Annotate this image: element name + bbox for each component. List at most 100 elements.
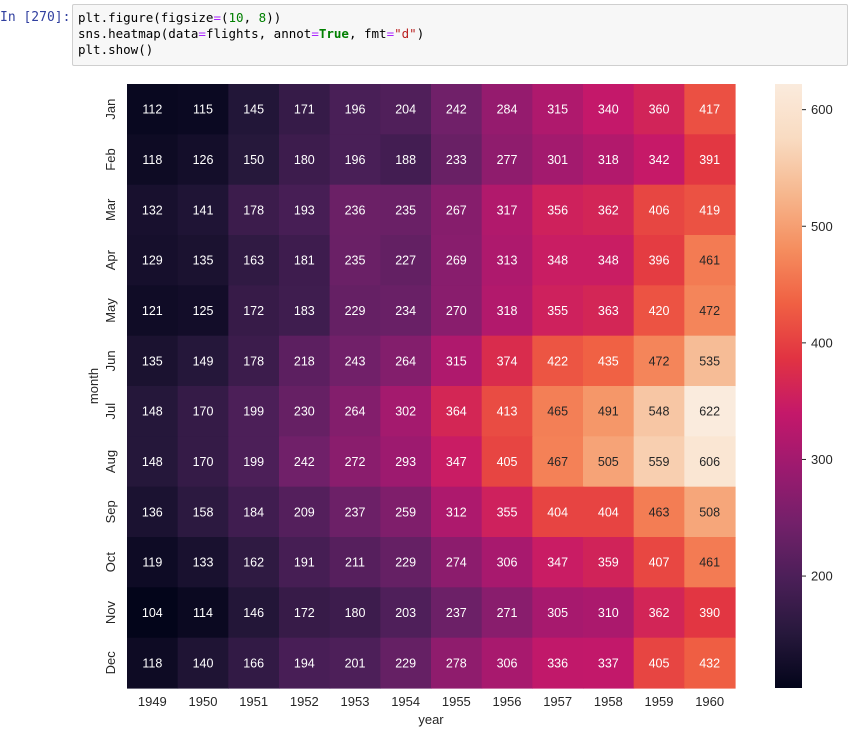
x-tick-label: 1956 — [493, 694, 522, 709]
cell-annotation: 270 — [446, 304, 467, 318]
heatmap-cell — [380, 486, 432, 538]
cell-annotation: 236 — [345, 203, 366, 217]
cell-annotation: 340 — [598, 103, 619, 117]
heatmap-cell — [532, 587, 584, 639]
cell-annotation: 364 — [446, 405, 467, 419]
heatmap-cell — [633, 436, 685, 488]
x-tick-label: 1950 — [189, 694, 218, 709]
cell-annotation: 264 — [345, 405, 366, 419]
code-line: sns.heatmap(data=flights, annot=True, fm… — [78, 26, 842, 42]
heatmap-cell — [380, 436, 432, 488]
heatmap-cell — [279, 134, 331, 186]
cell-annotation: 203 — [395, 606, 416, 620]
heatmap-cell — [481, 436, 533, 488]
heatmap-cell — [431, 486, 483, 538]
y-tick-label: Jul — [103, 403, 118, 420]
code-token: True — [318, 26, 349, 41]
cell-annotation: 237 — [446, 606, 467, 620]
colorbar-tick-label: 400 — [811, 335, 833, 350]
colorbar-tick-label: 600 — [811, 102, 833, 117]
heatmap-cell — [127, 637, 179, 689]
heatmap-cell — [532, 184, 584, 236]
heatmap-cell — [481, 486, 533, 538]
heatmap-cell — [127, 84, 179, 135]
code-token: , — [243, 10, 259, 25]
cell-annotation: 347 — [547, 556, 568, 570]
cell-annotation: 235 — [395, 203, 416, 217]
cell-annotation: 172 — [243, 304, 264, 318]
cell-annotation: 559 — [649, 455, 670, 469]
cell-annotation: 242 — [446, 103, 467, 117]
x-tick-label: 1954 — [391, 694, 420, 709]
heatmap-cell — [431, 537, 483, 588]
y-tick-label: Aug — [103, 450, 118, 473]
cell-annotation: 284 — [497, 103, 518, 117]
heatmap-cell — [329, 436, 381, 488]
heatmap-cell — [431, 335, 483, 387]
cell-annotation: 271 — [497, 606, 518, 620]
cell-annotation: 145 — [243, 103, 264, 117]
y-tick-label: Jun — [103, 350, 118, 371]
cell-annotation: 191 — [294, 556, 315, 570]
cell-annotation: 135 — [193, 254, 214, 268]
heatmap-cell — [177, 637, 229, 689]
heatmap-cell — [380, 84, 432, 135]
cell-annotation: 267 — [446, 203, 467, 217]
cell-annotation: 413 — [497, 405, 518, 419]
cell-annotation: 118 — [142, 656, 162, 670]
cell-annotation: 404 — [598, 505, 619, 519]
cell-annotation: 355 — [497, 505, 518, 519]
cell-annotation: 420 — [649, 304, 670, 318]
code-token: plt.show() — [78, 42, 154, 57]
heatmap-cell — [127, 184, 179, 236]
heatmap-cell — [633, 386, 685, 437]
heatmap-cell — [633, 537, 685, 588]
y-tick-label: Sep — [103, 500, 118, 523]
heatmap-cell — [177, 436, 229, 488]
cell-annotation: 148 — [142, 455, 163, 469]
heatmap-cell — [329, 637, 381, 689]
cell-annotation: 133 — [193, 556, 214, 570]
x-tick-label: 1949 — [138, 694, 167, 709]
heatmap-cell — [177, 537, 229, 588]
heatmap-cell — [177, 285, 229, 337]
cell-annotation: 432 — [699, 656, 720, 670]
cell-annotation: 535 — [699, 354, 720, 368]
cell-annotation: 242 — [294, 455, 315, 469]
heatmap-cell — [380, 637, 432, 689]
cell-annotation: 406 — [649, 203, 670, 217]
heatmap-cell — [532, 386, 584, 437]
cell-annotation: 461 — [699, 254, 720, 268]
heatmap-cell — [228, 436, 280, 488]
cell-annotation: 391 — [699, 153, 720, 167]
cell-annotation: 312 — [446, 505, 467, 519]
cell-annotation: 234 — [395, 304, 416, 318]
heatmap-cell — [633, 184, 685, 236]
heatmap-cell — [329, 84, 381, 135]
cell-annotation: 347 — [446, 455, 467, 469]
code-token: = — [213, 10, 221, 25]
heatmap-cell — [583, 285, 635, 337]
cell-annotation: 278 — [446, 656, 467, 670]
heatmap-cell — [532, 285, 584, 337]
cell-annotation: 269 — [446, 254, 467, 268]
cell-annotation: 405 — [497, 455, 518, 469]
heatmap-cell — [228, 235, 280, 286]
colorbar-ticks: 200 300 400 500 600 — [802, 102, 833, 584]
cell-annotation: 259 — [395, 505, 416, 519]
heatmap-cell — [583, 386, 635, 437]
cell-annotation: 121 — [142, 304, 163, 318]
heatmap-cell — [127, 285, 179, 337]
code-input-cell[interactable]: plt.figure(figsize=(10, 8)) sns.heatmap(d… — [72, 4, 848, 66]
code-token: flights, annot — [205, 26, 312, 41]
cell-annotation: 422 — [547, 354, 568, 368]
heatmap-cell — [329, 285, 381, 337]
cell-annotation: 115 — [193, 103, 213, 117]
heatmap-cell — [329, 386, 381, 437]
cell-annotation: 150 — [243, 153, 264, 167]
code-token: 10 — [228, 10, 244, 25]
cell-annotation: 374 — [497, 354, 518, 368]
heatmap-cell — [684, 285, 736, 337]
heatmap-cell — [177, 84, 229, 135]
heatmap-cell — [481, 285, 533, 337]
